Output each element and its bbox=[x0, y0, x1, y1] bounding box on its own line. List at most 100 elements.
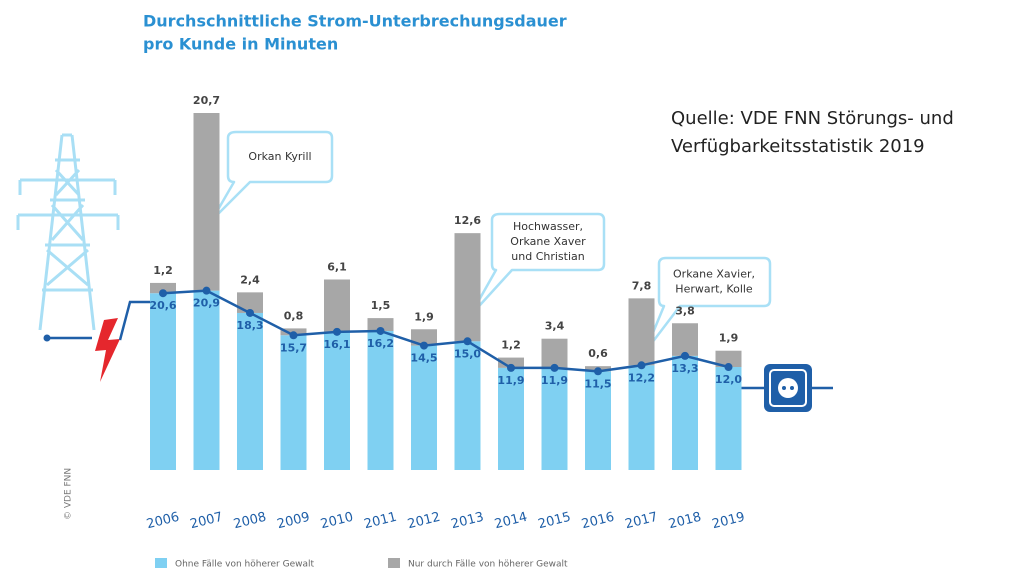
line-point bbox=[507, 363, 515, 372]
data-label: 11,9 bbox=[541, 374, 568, 387]
bar-segment bbox=[237, 312, 263, 470]
bar-segment bbox=[672, 323, 698, 356]
bar-segment bbox=[367, 318, 394, 331]
bar-segment bbox=[324, 279, 350, 332]
x-tick-label: 2018 bbox=[667, 510, 703, 533]
data-label: 2,4 bbox=[240, 273, 260, 286]
annotation-bubble bbox=[643, 256, 772, 354]
bar-segment bbox=[280, 335, 307, 470]
bar-segment bbox=[628, 365, 655, 470]
annotation: Herwart, Kolle bbox=[675, 283, 753, 296]
data-label: 1,9 bbox=[719, 332, 739, 345]
data-label: 0,6 bbox=[588, 347, 608, 360]
x-tick-label: 2017 bbox=[624, 510, 660, 533]
bar-segment bbox=[367, 330, 394, 470]
source: Verfügbarkeitsstatistik 2019 bbox=[671, 136, 925, 157]
data-label: 16,1 bbox=[323, 338, 350, 351]
data-label: 3,4 bbox=[545, 320, 565, 333]
legend-label: Nur durch Fälle von höherer Gewalt bbox=[408, 560, 568, 570]
annotation: Orkane Xavier, bbox=[673, 268, 755, 281]
data-label: 20,6 bbox=[149, 299, 176, 312]
line-point bbox=[333, 327, 341, 336]
chart-title: Durchschnittliche Strom-Unterbrechungsda… bbox=[143, 12, 567, 31]
data-label: 14,5 bbox=[410, 352, 437, 365]
bar-segment bbox=[411, 345, 437, 470]
annotation-bubble bbox=[468, 212, 606, 318]
data-label: 12,0 bbox=[715, 373, 742, 386]
line bbox=[162, 289, 729, 373]
bar-segment bbox=[150, 282, 176, 294]
x-tick-label: 2010 bbox=[319, 510, 355, 533]
data-label: 15,0 bbox=[454, 347, 481, 360]
annotation-bubble bbox=[210, 130, 334, 222]
pylon-icon bbox=[16, 133, 120, 331]
bar-segment bbox=[541, 367, 568, 470]
socket-icon bbox=[769, 369, 807, 407]
legend-swatch bbox=[155, 558, 167, 568]
data-label: 6,1 bbox=[327, 260, 347, 273]
chart-title: pro Kunde in Minuten bbox=[143, 35, 338, 54]
annotation: Orkane Xaver bbox=[510, 235, 586, 248]
x-tick-label: 2007 bbox=[189, 510, 225, 533]
legend-label: Ohne Fälle von höherer Gewalt bbox=[175, 560, 314, 570]
bar-segment bbox=[150, 293, 176, 470]
bar-segment bbox=[585, 371, 611, 470]
annotation: und Christian bbox=[511, 250, 584, 263]
data-label: 11,5 bbox=[584, 377, 611, 390]
bar-segment bbox=[193, 113, 220, 291]
line-point bbox=[376, 326, 385, 335]
annotation: Hochwasser, bbox=[513, 220, 583, 233]
x-tick-label: 2006 bbox=[145, 510, 181, 533]
bar-segment bbox=[193, 290, 220, 470]
line-point bbox=[159, 289, 167, 298]
data-label: 7,8 bbox=[632, 279, 652, 292]
line-point bbox=[246, 308, 254, 317]
annotation: Orkan Kyrill bbox=[248, 150, 311, 163]
line-point bbox=[637, 361, 646, 370]
copyright: © VDE FNN bbox=[64, 468, 74, 520]
data-label: 1,5 bbox=[371, 299, 391, 312]
bar-segment bbox=[411, 329, 437, 346]
wire-end bbox=[43, 334, 51, 342]
data-label: 20,9 bbox=[193, 297, 220, 310]
bar-segment bbox=[237, 292, 263, 313]
line-point bbox=[463, 337, 472, 346]
lightning-icon bbox=[95, 318, 120, 382]
bar-segment bbox=[324, 331, 350, 470]
data-label: 1,2 bbox=[501, 339, 521, 352]
x-tick-label: 2009 bbox=[276, 510, 312, 533]
x-tick-label: 2013 bbox=[450, 510, 486, 533]
socket-icon bbox=[778, 378, 798, 398]
bar-segment bbox=[498, 357, 524, 368]
data-label: 1,9 bbox=[414, 310, 434, 323]
data-label: 0,8 bbox=[284, 309, 304, 322]
data-label: 12,6 bbox=[454, 214, 481, 227]
data-label: 3,8 bbox=[675, 304, 695, 317]
socket-icon bbox=[790, 386, 794, 390]
x-tick-label: 2014 bbox=[493, 510, 529, 533]
bar-segment bbox=[715, 350, 742, 368]
data-label: 11,9 bbox=[497, 374, 524, 387]
legend-swatch bbox=[388, 558, 400, 568]
line-point bbox=[681, 351, 689, 360]
source: Quelle: VDE FNN Störungs- und bbox=[671, 108, 954, 129]
data-label: 15,7 bbox=[280, 341, 307, 354]
bar-segment bbox=[541, 338, 568, 368]
socket-icon bbox=[782, 386, 786, 390]
x-tick-label: 2015 bbox=[537, 510, 573, 533]
data-label: 18,3 bbox=[236, 319, 263, 332]
line-point bbox=[724, 363, 733, 372]
x-tick-label: 2019 bbox=[711, 510, 747, 533]
line-point bbox=[550, 363, 559, 372]
bar-segment bbox=[628, 298, 655, 366]
x-tick-label: 2016 bbox=[580, 510, 616, 533]
bar-segment bbox=[672, 355, 698, 470]
bar-segment bbox=[454, 233, 481, 342]
data-label: 20,7 bbox=[193, 94, 220, 107]
bar-segment bbox=[454, 341, 481, 470]
data-label: 12,2 bbox=[628, 371, 655, 384]
bar-segment bbox=[715, 367, 742, 470]
line-point bbox=[594, 367, 602, 376]
x-tick-label: 2011 bbox=[363, 510, 399, 533]
